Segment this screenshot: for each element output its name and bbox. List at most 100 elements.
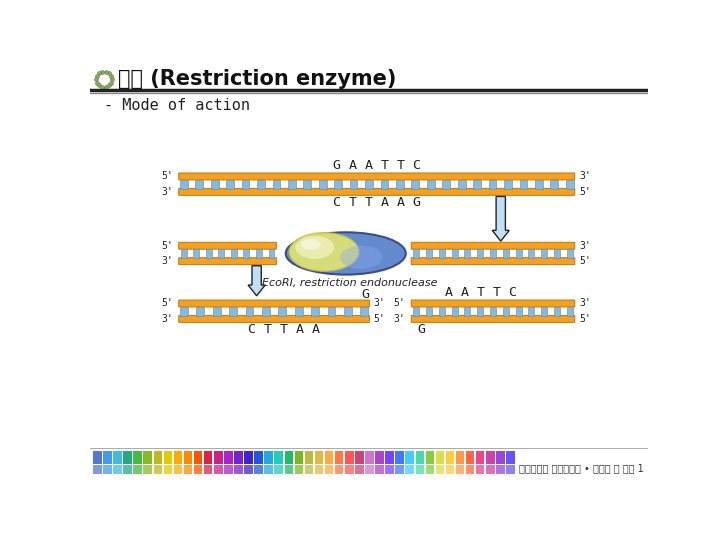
Bar bbox=[516, 249, 522, 258]
Bar bbox=[311, 307, 319, 316]
Bar bbox=[163, 450, 172, 464]
Bar bbox=[143, 450, 152, 464]
Bar bbox=[103, 450, 112, 464]
FancyArrow shape bbox=[248, 266, 265, 296]
Bar bbox=[473, 179, 481, 189]
Bar bbox=[184, 465, 192, 475]
Text: 가천대학교 생명과학과 • 생물학 및 실험 1: 가천대학교 생명과학과 • 생물학 및 실험 1 bbox=[518, 463, 644, 473]
Bar bbox=[426, 450, 434, 464]
Bar bbox=[438, 307, 445, 316]
Bar bbox=[274, 465, 283, 475]
Bar bbox=[294, 307, 302, 316]
Bar bbox=[464, 249, 470, 258]
Text: 5': 5' bbox=[161, 241, 173, 251]
Bar bbox=[442, 179, 450, 189]
Bar bbox=[464, 307, 470, 316]
Bar bbox=[269, 249, 274, 258]
Bar bbox=[212, 307, 220, 316]
Bar bbox=[305, 450, 313, 464]
Text: G: G bbox=[417, 323, 425, 336]
Text: 3': 3' bbox=[579, 172, 591, 181]
Bar bbox=[194, 450, 202, 464]
Bar bbox=[385, 450, 394, 464]
Bar bbox=[328, 307, 336, 316]
FancyBboxPatch shape bbox=[179, 173, 575, 180]
Bar bbox=[194, 249, 199, 258]
Text: 5': 5' bbox=[373, 314, 384, 324]
Text: G A A T T C: G A A T T C bbox=[333, 159, 420, 172]
Bar bbox=[427, 179, 435, 189]
Bar bbox=[567, 307, 573, 316]
Bar bbox=[490, 249, 496, 258]
Ellipse shape bbox=[295, 236, 334, 259]
Bar bbox=[541, 307, 547, 316]
Text: 5': 5' bbox=[579, 256, 591, 266]
Text: 5': 5' bbox=[161, 172, 173, 181]
Bar bbox=[181, 249, 186, 258]
Bar bbox=[184, 450, 192, 464]
Bar bbox=[426, 249, 432, 258]
Bar bbox=[180, 179, 188, 189]
Bar bbox=[503, 307, 509, 316]
Bar bbox=[412, 179, 419, 189]
Bar bbox=[566, 179, 574, 189]
Text: 3': 3' bbox=[373, 299, 384, 308]
Bar bbox=[273, 179, 280, 189]
Bar bbox=[458, 179, 466, 189]
Text: 5': 5' bbox=[161, 299, 173, 308]
Bar bbox=[506, 450, 515, 464]
FancyBboxPatch shape bbox=[179, 300, 369, 307]
Text: 5': 5' bbox=[579, 314, 591, 324]
Bar bbox=[496, 450, 505, 464]
Bar bbox=[516, 307, 522, 316]
Bar bbox=[426, 307, 432, 316]
Ellipse shape bbox=[340, 246, 382, 269]
Bar bbox=[554, 249, 560, 258]
Bar bbox=[93, 465, 102, 475]
Text: 서론 (Restriction enzyme): 서론 (Restriction enzyme) bbox=[118, 70, 396, 90]
Bar bbox=[153, 450, 162, 464]
Bar bbox=[395, 450, 404, 464]
Bar bbox=[93, 450, 102, 464]
FancyBboxPatch shape bbox=[179, 188, 575, 195]
Bar bbox=[345, 450, 354, 464]
Bar bbox=[231, 249, 237, 258]
Bar bbox=[246, 307, 253, 316]
Bar bbox=[206, 249, 212, 258]
Bar bbox=[229, 307, 237, 316]
FancyBboxPatch shape bbox=[179, 242, 276, 249]
Bar bbox=[197, 307, 204, 316]
Bar bbox=[279, 307, 286, 316]
Text: 5': 5' bbox=[579, 187, 591, 197]
Bar bbox=[325, 450, 333, 464]
FancyArrow shape bbox=[492, 197, 509, 241]
Ellipse shape bbox=[289, 233, 359, 271]
FancyBboxPatch shape bbox=[411, 242, 575, 249]
Ellipse shape bbox=[286, 232, 406, 275]
Bar bbox=[143, 465, 152, 475]
Text: C T T A A: C T T A A bbox=[248, 323, 320, 336]
Bar bbox=[375, 450, 384, 464]
Bar bbox=[103, 465, 112, 475]
Bar bbox=[256, 249, 261, 258]
Bar bbox=[218, 249, 224, 258]
Bar bbox=[535, 179, 543, 189]
Text: 3': 3' bbox=[579, 241, 591, 251]
Bar bbox=[415, 450, 424, 464]
Bar bbox=[550, 179, 558, 189]
Bar bbox=[174, 465, 182, 475]
Bar bbox=[257, 179, 265, 189]
Bar bbox=[335, 465, 343, 475]
Bar bbox=[451, 249, 458, 258]
Text: EcoRI, restriction endonuclease: EcoRI, restriction endonuclease bbox=[262, 278, 437, 288]
Bar bbox=[174, 450, 182, 464]
Bar bbox=[489, 179, 496, 189]
Bar bbox=[446, 450, 454, 464]
Bar bbox=[520, 179, 527, 189]
Bar bbox=[284, 450, 293, 464]
Bar bbox=[288, 179, 296, 189]
Bar bbox=[113, 450, 122, 464]
Bar bbox=[262, 307, 270, 316]
FancyBboxPatch shape bbox=[179, 258, 276, 265]
Bar bbox=[446, 465, 454, 475]
